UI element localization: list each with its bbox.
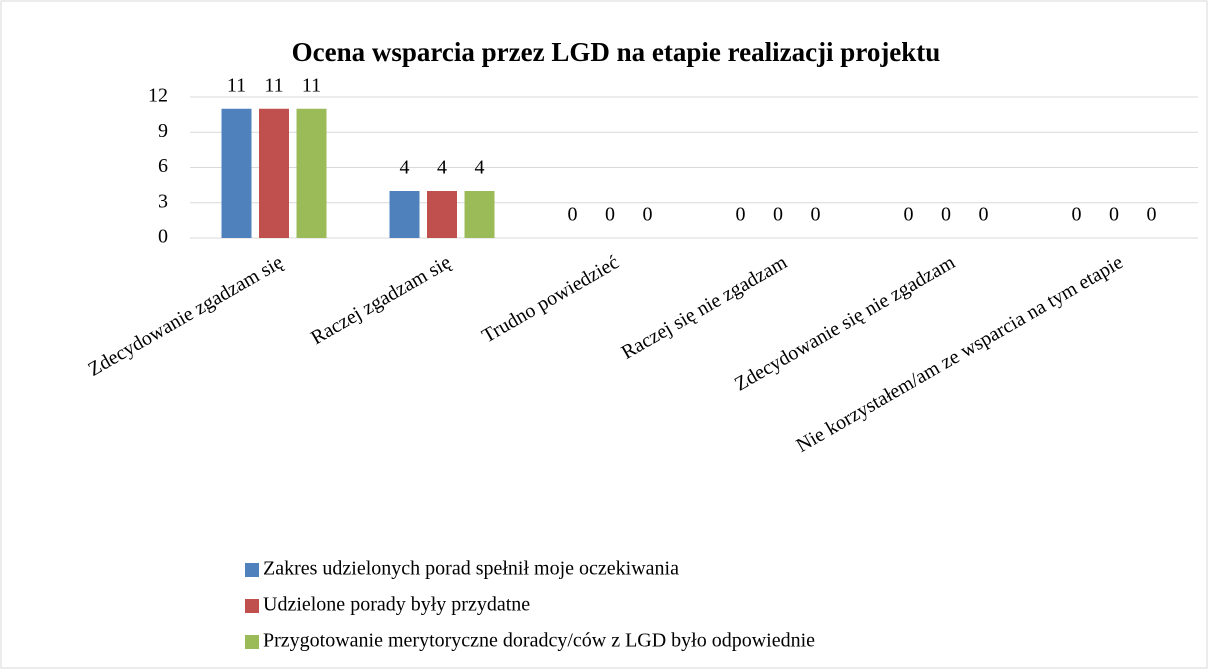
value-label: 0 [979, 204, 989, 226]
value-label: 0 [736, 204, 746, 226]
value-label: 0 [811, 204, 821, 226]
value-label: 0 [643, 204, 653, 226]
bar [427, 191, 457, 238]
legend-swatch [245, 635, 259, 649]
value-label: 0 [605, 204, 615, 226]
legend-swatch [245, 599, 259, 613]
value-label: 0 [1072, 204, 1082, 226]
bar [259, 108, 289, 238]
value-label: 0 [941, 204, 951, 226]
value-label: 0 [773, 204, 783, 226]
legend-label: Przygotowanie merytoryczne doradcy/ców z… [263, 630, 815, 652]
legend-swatch [245, 563, 259, 577]
legend-label: Udzielone porady były przydatne [263, 594, 530, 616]
value-label: 11 [264, 74, 283, 96]
bar [464, 191, 495, 238]
value-label: 4 [475, 157, 485, 179]
y-tick-label: 12 [148, 85, 168, 107]
bar [389, 191, 420, 238]
y-tick-label: 9 [158, 120, 168, 142]
y-tick-label: 0 [158, 226, 168, 248]
value-label: 11 [227, 74, 246, 96]
value-label: 0 [1109, 204, 1119, 226]
value-label: 0 [568, 204, 578, 226]
value-label: 4 [437, 157, 447, 179]
bar [296, 108, 327, 238]
value-label: 4 [400, 157, 410, 179]
value-label: 0 [904, 204, 914, 226]
y-tick-label: 3 [158, 190, 168, 212]
value-label: 11 [302, 74, 321, 96]
y-tick-label: 6 [158, 155, 168, 177]
value-label: 0 [1147, 204, 1157, 226]
chart-title: Ocena wsparcia przez LGD na etapie reali… [292, 37, 941, 67]
bar [221, 108, 252, 238]
legend-label: Zakres udzielonych porad spełnił moje oc… [263, 558, 679, 580]
